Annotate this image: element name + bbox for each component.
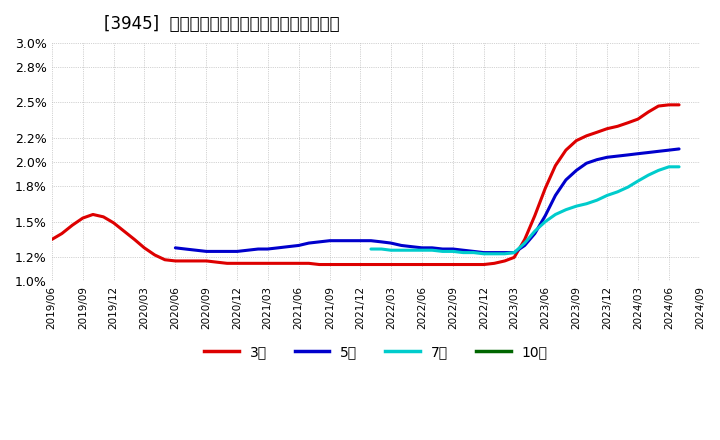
Text: [3945]  当期純利益マージンの標準偏差の推移: [3945] 当期純利益マージンの標準偏差の推移 [104,15,339,33]
Legend: 3年, 5年, 7年, 10年: 3年, 5年, 7年, 10年 [198,340,554,365]
